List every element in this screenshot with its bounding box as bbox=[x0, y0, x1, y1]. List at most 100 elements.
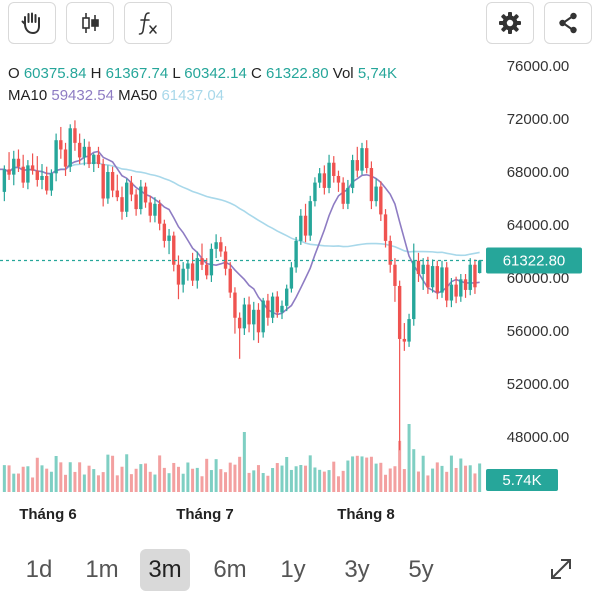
candle-body bbox=[59, 140, 63, 150]
volume-bar bbox=[252, 470, 256, 492]
volume-bar bbox=[224, 472, 228, 492]
volume-bar bbox=[336, 476, 340, 492]
volume-bar bbox=[454, 467, 458, 492]
volume-bar bbox=[214, 459, 218, 492]
candle-body bbox=[35, 170, 39, 180]
volume-bar bbox=[440, 465, 444, 492]
volume-bar bbox=[421, 455, 425, 492]
volume-bar bbox=[26, 466, 30, 492]
candle-body bbox=[369, 168, 374, 202]
volume-bar bbox=[449, 455, 453, 492]
volume-bar bbox=[318, 469, 322, 492]
low-label: L bbox=[172, 65, 180, 82]
volume-bar bbox=[360, 456, 364, 492]
candle-body bbox=[266, 300, 270, 318]
y-tick-label: 64000.00 bbox=[507, 217, 570, 234]
share-button[interactable] bbox=[544, 2, 592, 44]
candle-body bbox=[101, 164, 105, 199]
candle-body bbox=[412, 260, 416, 320]
candle-body bbox=[463, 279, 468, 290]
candle-body bbox=[355, 160, 359, 171]
hand-icon bbox=[21, 12, 40, 34]
candle-body bbox=[96, 154, 101, 165]
volume-bar bbox=[261, 473, 265, 492]
candle-body bbox=[477, 260, 482, 274]
settings-button[interactable] bbox=[486, 2, 534, 44]
timeframe-3y[interactable]: 3y bbox=[344, 556, 370, 583]
volume-bar bbox=[139, 464, 143, 492]
volume-bar bbox=[153, 474, 157, 492]
candle-body bbox=[303, 215, 308, 236]
candle-body bbox=[54, 140, 58, 174]
volume-bar bbox=[398, 440, 402, 492]
volume-bar bbox=[40, 465, 44, 492]
candle-body bbox=[360, 148, 364, 171]
candle-body bbox=[289, 267, 294, 289]
candle-body bbox=[317, 173, 322, 183]
ma10-value: 59432.54 bbox=[51, 87, 118, 104]
volume-bar bbox=[228, 462, 232, 492]
ma-readout: MA10 59432.54 MA50 61437.04 bbox=[8, 87, 224, 104]
expand-icon[interactable] bbox=[545, 553, 577, 585]
volume-bar bbox=[355, 455, 359, 492]
timeframe-1d[interactable]: 1d bbox=[25, 556, 53, 583]
candle-body bbox=[87, 146, 91, 165]
candle-body bbox=[195, 258, 199, 281]
indicators-button[interactable] bbox=[124, 2, 172, 44]
candle-body bbox=[449, 284, 454, 301]
volume-bar bbox=[247, 472, 251, 492]
y-tick-label: 48000.00 bbox=[507, 429, 570, 446]
candle-body bbox=[473, 264, 477, 288]
volume-bar bbox=[313, 467, 317, 492]
candle-body bbox=[172, 235, 176, 265]
timeframe-5y[interactable]: 5y bbox=[408, 556, 434, 583]
price-chart[interactable]: 76000.00 72000.00 68000.00 64000.00 60000.00… bbox=[0, 0, 600, 545]
volume-bar bbox=[111, 455, 115, 492]
timeframe-1y[interactable]: 1y bbox=[280, 556, 306, 583]
candle-body bbox=[393, 264, 397, 286]
volume-bar bbox=[54, 456, 58, 492]
volume-bar bbox=[205, 458, 209, 492]
candle-body bbox=[223, 251, 228, 269]
candle-body bbox=[407, 319, 411, 342]
candle-body bbox=[322, 173, 327, 188]
volume-bar bbox=[388, 468, 392, 492]
volume-bar bbox=[209, 470, 213, 492]
candle-body bbox=[209, 248, 214, 276]
volume-bar bbox=[191, 468, 195, 492]
candle-body bbox=[181, 268, 185, 285]
volume-bar bbox=[134, 468, 138, 492]
candle-body bbox=[256, 309, 261, 333]
candle-body bbox=[21, 166, 25, 183]
chart-type-button[interactable] bbox=[66, 2, 114, 44]
candle-body bbox=[186, 263, 190, 269]
function-icon bbox=[138, 12, 157, 35]
volume-bar bbox=[412, 449, 416, 492]
candlestick-icon bbox=[82, 13, 99, 33]
volume-bar bbox=[280, 465, 284, 492]
candle-body bbox=[63, 149, 68, 167]
volume-bar bbox=[431, 468, 435, 492]
volume-bar bbox=[64, 474, 68, 492]
ma10-label: MA10 bbox=[8, 87, 47, 104]
volume-bar bbox=[365, 457, 369, 492]
volume-bar bbox=[369, 456, 373, 492]
last-price-badge: 61322.80 bbox=[486, 247, 582, 274]
x-tick-label: Tháng 6 bbox=[19, 506, 77, 523]
volume-badge: 5.74K bbox=[486, 469, 558, 491]
timeframe-3m[interactable]: 3m bbox=[140, 549, 190, 591]
candle-body bbox=[365, 148, 369, 169]
candle-body bbox=[388, 240, 392, 265]
x-tick-label: Tháng 7 bbox=[176, 506, 234, 523]
gesture-button[interactable] bbox=[8, 2, 56, 44]
volume-bar bbox=[238, 456, 242, 492]
candle-body bbox=[346, 187, 350, 204]
candle-body bbox=[134, 194, 138, 210]
timeframe-6m[interactable]: 6m bbox=[213, 556, 247, 583]
timeframe-1m[interactable]: 1m bbox=[85, 556, 119, 583]
low-value: 60342.14 bbox=[184, 65, 251, 82]
timeframe-bar: 1d 1m 3m 6m 1y 3y 5y bbox=[0, 545, 600, 593]
ohlc-readout: O 60375.84 H 61367.74 L 60342.14 C 61322… bbox=[8, 65, 397, 82]
candle-body bbox=[332, 162, 336, 176]
candle-body bbox=[106, 172, 110, 199]
